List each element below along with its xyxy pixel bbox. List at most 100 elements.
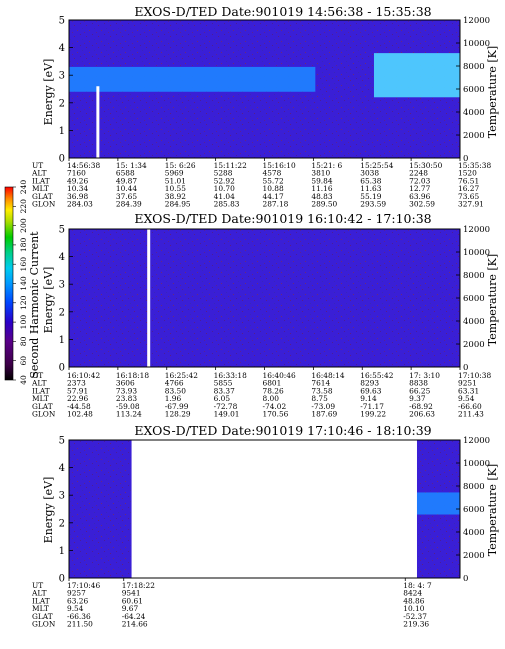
orbit-table-cell: 83.50: [165, 386, 186, 395]
orbit-table-cell: 287.18: [263, 200, 289, 209]
orbit-table-cell: 8293: [360, 379, 379, 388]
orbit-table-cell: 9251: [458, 379, 477, 388]
orbit-table-cell: 49.26: [67, 176, 88, 185]
orbit-table-cell: 10.34: [67, 184, 88, 193]
y-tick-label: 2: [59, 307, 65, 318]
orbit-table-cell: 1.96: [165, 394, 182, 403]
orbit-table-cell: 60.61: [122, 596, 143, 605]
y-tick-label: 1: [59, 546, 65, 557]
orbit-table-cell: 23.83: [116, 394, 137, 403]
orbit-table-cell: 17:18:22: [122, 581, 155, 590]
orbit-table-cell: 16:18:18: [116, 371, 149, 380]
orbit-table-cell: -66.36: [67, 612, 91, 621]
orbit-table-cell: 284.39: [116, 200, 142, 209]
orbit-table-cell: 2373: [67, 379, 86, 388]
orbit-table-cell: 289.50: [311, 200, 337, 209]
orbit-table-cell: 128.29: [165, 410, 191, 419]
orbit-table-cell: 7614: [311, 379, 330, 388]
orbit-table-cell: 66.25: [409, 386, 430, 395]
orbit-table-cell: 73.58: [311, 386, 332, 395]
y2-tick-label: 0: [463, 574, 468, 584]
y2-tick-label: 2000: [463, 340, 485, 350]
orbit-table-cell: -64.24: [122, 612, 146, 621]
y2-tick-label: 2000: [463, 551, 485, 561]
y2-tick-label: 6000: [463, 294, 485, 304]
orbit-table-cell: 4578: [263, 169, 282, 178]
orbit-table-cell: 15:30:50: [409, 161, 442, 170]
y2-tick-label: 6000: [463, 85, 485, 95]
colorbar-tick-label: 240: [19, 180, 28, 195]
orbit-table-cell: 9.67: [122, 604, 139, 613]
y2-tick-label: 12000: [463, 16, 490, 26]
orbit-table-cell: 11.63: [360, 184, 381, 193]
orbit-table-cell: -68.92: [409, 402, 433, 411]
orbit-table-cell: 9.54: [67, 604, 84, 613]
orbit-row-label: GLAT: [32, 402, 53, 411]
orbit-table-cell: 4766: [165, 379, 184, 388]
y-tick-label: 4: [59, 463, 65, 474]
colorbar-tick-label: 200: [19, 218, 28, 233]
y2-tick-label: 8000: [463, 482, 485, 492]
panel-title: EXOS-D/TED Date:901019 16:10:42 - 17:10:…: [134, 211, 431, 226]
colorbar-gradient: [4, 186, 14, 381]
y2-tick-label: 4000: [463, 317, 485, 327]
colorbar-tick-label: 40: [19, 375, 28, 385]
orbit-table-cell: -71.17: [360, 402, 384, 411]
orbit-row-label: ILAT: [32, 596, 50, 605]
orbit-table-cell: 1520: [458, 169, 477, 178]
orbit-table-cell: 17: 3:10: [409, 371, 440, 380]
orbit-row-label: GLAT: [32, 192, 53, 201]
orbit-table-cell: 9257: [67, 589, 86, 598]
energy-band: [69, 66, 316, 92]
orbit-table-cell: -66.60: [458, 402, 482, 411]
orbit-table-cell: 51.01: [165, 176, 186, 185]
orbit-table-cell: 14:56:38: [67, 161, 100, 170]
y-tick-label: 2: [59, 518, 65, 529]
orbit-table-cell: 170.56: [263, 410, 289, 419]
y-tick-label: 0: [59, 154, 65, 165]
orbit-row-label: ILAT: [32, 176, 50, 185]
orbit-table-cell: 3810: [311, 169, 330, 178]
orbit-table-cell: 41.04: [214, 192, 235, 201]
orbit-table-cell: 16:55:42: [360, 371, 393, 380]
y-tick-label: 0: [59, 363, 65, 374]
orbit-table-cell: 6588: [116, 169, 135, 178]
orbit-table-cell: 73.65: [458, 192, 479, 201]
y2-axis-label: Temperature [K]: [486, 464, 499, 556]
orbit-table-cell: 9.54: [458, 394, 475, 403]
colorbar-tick-label: 120: [19, 295, 28, 310]
orbit-table-cell: 83.37: [214, 386, 235, 395]
colorbar-tick-label: 80: [19, 336, 28, 346]
orbit-table-cell: 6801: [263, 379, 282, 388]
orbit-table-cell: 3038: [360, 169, 379, 178]
orbit-table-cell: 36.98: [67, 192, 88, 201]
orbit-table-cell: 16:10:42: [67, 371, 100, 380]
orbit-table-cell: 37.65: [116, 192, 137, 201]
orbit-table-cell: 5855: [214, 379, 233, 388]
orbit-table-cell: 302.59: [409, 200, 435, 209]
orbit-table-cell: 15: 1:34: [116, 161, 147, 170]
orbit-row-label: ALT: [31, 169, 47, 178]
y-axis-label: Energy [eV]: [42, 267, 55, 334]
panel-title: EXOS-D/TED Date:901019 17:10:46 - 18:10:…: [134, 423, 431, 438]
data-gap: [147, 229, 151, 367]
orbit-row-label: ALT: [31, 589, 47, 598]
orbit-table-cell: -67.99: [165, 402, 189, 411]
orbit-table-cell: 49.87: [116, 176, 137, 185]
colorbar-tick-label: 160: [19, 257, 28, 272]
orbit-table-cell: 63.96: [409, 192, 430, 201]
y2-axis-label: Temperature [K]: [486, 46, 499, 138]
y2-tick-label: 10000: [463, 248, 490, 258]
orbit-table-cell: 69.63: [360, 386, 381, 395]
orbit-table-cell: 16.27: [458, 184, 479, 193]
orbit-table-cell: 5969: [165, 169, 184, 178]
orbit-row-label: MLT: [32, 184, 49, 193]
y2-tick-label: 2000: [463, 131, 485, 141]
orbit-table-cell: 284.95: [165, 200, 191, 209]
orbit-table-cell: 17:10:46: [67, 581, 100, 590]
plot-area: [69, 440, 460, 578]
orbit-table-cell: 59.84: [311, 176, 332, 185]
orbit-table-cell: 9541: [122, 589, 141, 598]
y-tick-label: 1: [59, 335, 65, 346]
y-tick-label: 0: [59, 574, 65, 585]
